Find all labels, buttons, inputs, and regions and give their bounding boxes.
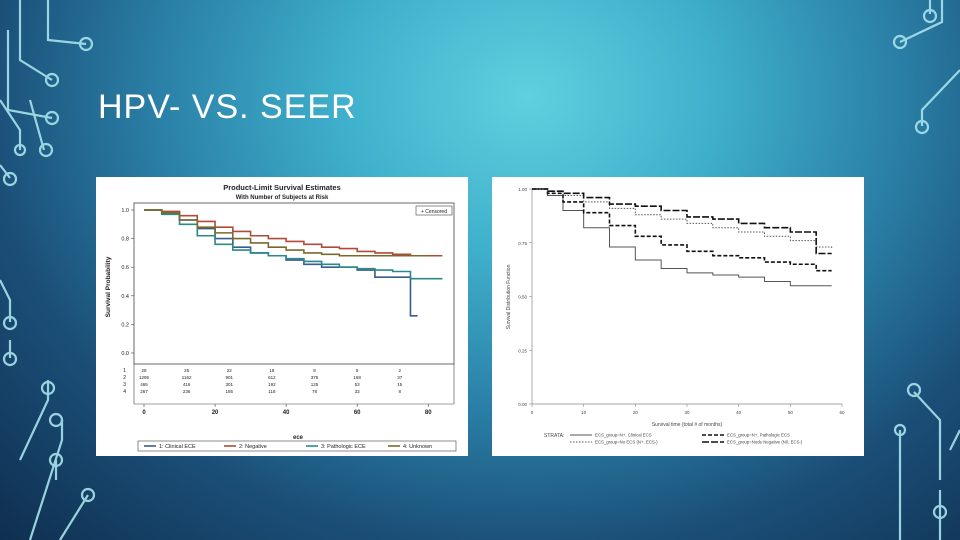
legend: ECS_group=N+, Clinical ECS ECS_group=N+, …	[570, 433, 803, 445]
x-ticks: 0 20 40 60 80	[133, 364, 455, 416]
legend-label: 2: Negative	[239, 444, 267, 450]
legend-title: STRATA:	[544, 433, 564, 439]
kaplan-meier-chart: Product-Limit Survival Estimates With Nu…	[105, 183, 457, 452]
x-tick-label: 0	[142, 410, 146, 416]
legend-label: ECS_group=N+, Pathologic ECS	[727, 433, 790, 438]
legend-label: ECS_group=No ECS (N+, ECS-)	[595, 440, 658, 445]
at-risk-value: 78	[312, 389, 318, 394]
at-risk-value: 28	[141, 368, 147, 373]
at-risk-value: 125	[311, 382, 319, 387]
x-tick-label: 30	[684, 410, 690, 415]
at-risk-value: 416	[183, 382, 191, 387]
censored-legend-box	[415, 205, 453, 216]
at-risk-value: 612	[268, 375, 276, 380]
x-tick-label: 50	[788, 410, 794, 415]
censored-legend-label: + Censored	[421, 209, 447, 215]
chart-subtitle: With Number of Subjects at Risk	[236, 195, 329, 201]
at-risk-value: 168	[353, 375, 361, 380]
legend-label: 3: Pathologic ECE	[321, 444, 366, 450]
at-risk-table: 1 28 25 22 18 8 5 22 1295 1162 901 612 375 168 373 465 4…	[123, 368, 403, 395]
at-risk-value: 8	[313, 368, 316, 373]
legend-label: 4: Unknown	[403, 444, 432, 450]
x-tick-label: 10	[581, 410, 587, 415]
y-axis-label: Survival Distribution Function	[506, 264, 512, 329]
at-risk-row-label: 4	[123, 389, 126, 395]
at-risk-value: 118	[268, 389, 276, 394]
x-tick-label: 60	[354, 410, 361, 416]
at-risk-value: 33	[355, 389, 361, 394]
at-risk-value: 53	[355, 382, 361, 387]
series-line	[144, 209, 443, 280]
at-risk-value: 5	[356, 368, 359, 373]
x-tick-label: 80	[425, 410, 432, 416]
series-line	[532, 188, 832, 287]
survival-distribution-chart-panel: Survival Distribution Function Survival …	[492, 177, 864, 456]
y-ticks: 0.0 0.2 0.4 0.6 0.8 1.0	[121, 208, 134, 357]
at-risk-row-label: 2	[123, 375, 126, 381]
slide-title: HPV- VS. SEER	[98, 88, 357, 126]
y-tick-label: 0.2	[121, 322, 129, 328]
survival-curves	[532, 188, 833, 287]
at-risk-value: 901	[226, 375, 234, 380]
y-tick-label: 1.0	[121, 208, 129, 214]
y-tick-label: 0.00	[518, 402, 527, 407]
series-line	[532, 188, 832, 272]
at-risk-value: 267	[140, 389, 148, 394]
at-risk-value: 236	[183, 389, 191, 394]
at-risk-value: 22	[227, 368, 233, 373]
at-risk-value: 18	[269, 368, 275, 373]
y-tick-label: 0.8	[121, 237, 129, 243]
x-axis-label: Survival time (total # of months)	[652, 422, 723, 428]
at-risk-row-label: 3	[123, 382, 126, 388]
legend-box	[137, 440, 457, 452]
y-tick-label: 0.4	[121, 294, 129, 300]
legend-label: ECS_group=Node Negative (N0, ECS-)	[727, 440, 803, 445]
x-tick-label: 20	[633, 410, 639, 415]
plot-frame	[133, 202, 455, 365]
x-tick-label: 0	[531, 410, 534, 415]
survival-distribution-chart: Survival Distribution Function Survival …	[506, 187, 845, 445]
at-risk-value: 465	[140, 382, 148, 387]
series-line	[532, 188, 833, 250]
legend: 1: Clinical ECE 2: Negative 3: Pathologic …	[144, 444, 432, 450]
kaplan-meier-chart-panel: Product-Limit Survival Estimates With Nu…	[96, 177, 468, 456]
at-risk-value: 8	[399, 389, 402, 394]
series-line	[144, 209, 443, 257]
chart-title: Product-Limit Survival Estimates	[223, 183, 341, 192]
at-risk-value: 15	[397, 382, 403, 387]
at-risk-value: 185	[226, 389, 234, 394]
y-tick-label: 0.6	[121, 265, 129, 271]
y-tick-label: 0.25	[518, 348, 527, 353]
at-risk-row-label: 1	[123, 368, 126, 374]
y-tick-label: 0.50	[518, 295, 527, 300]
y-axis-label: Survival Probability	[105, 256, 112, 317]
y-tick-label: 0.75	[518, 241, 527, 246]
x-tick-label: 40	[283, 410, 290, 416]
x-tick-label: 40	[736, 410, 742, 415]
x-ticks: 0 10 20 30 40 50 60	[531, 404, 845, 415]
at-risk-value: 2	[399, 368, 402, 373]
at-risk-value: 1162	[182, 375, 192, 380]
legend-label: ECS_group=N+, Clinical ECS	[595, 433, 652, 438]
at-risk-value: 25	[184, 368, 190, 373]
at-risk-value: 1295	[139, 375, 150, 380]
x-tick-label: 20	[212, 410, 219, 416]
x-tick-label: 60	[839, 410, 845, 415]
at-risk-value: 301	[226, 382, 234, 387]
at-risk-value: 375	[311, 375, 319, 380]
series-line	[532, 188, 832, 255]
legend-title: ece	[293, 435, 304, 441]
y-ticks: 0.00 0.25 0.50 0.75 1.00	[518, 187, 532, 407]
series-line	[144, 209, 429, 257]
y-tick-label: 1.00	[518, 187, 527, 192]
at-risk-value: 192	[268, 382, 276, 387]
y-tick-label: 0.0	[121, 351, 129, 357]
survival-curves	[144, 209, 443, 317]
legend-label: 1: Clinical ECE	[159, 444, 196, 450]
at-risk-value: 37	[397, 375, 403, 380]
series-line	[144, 209, 418, 317]
